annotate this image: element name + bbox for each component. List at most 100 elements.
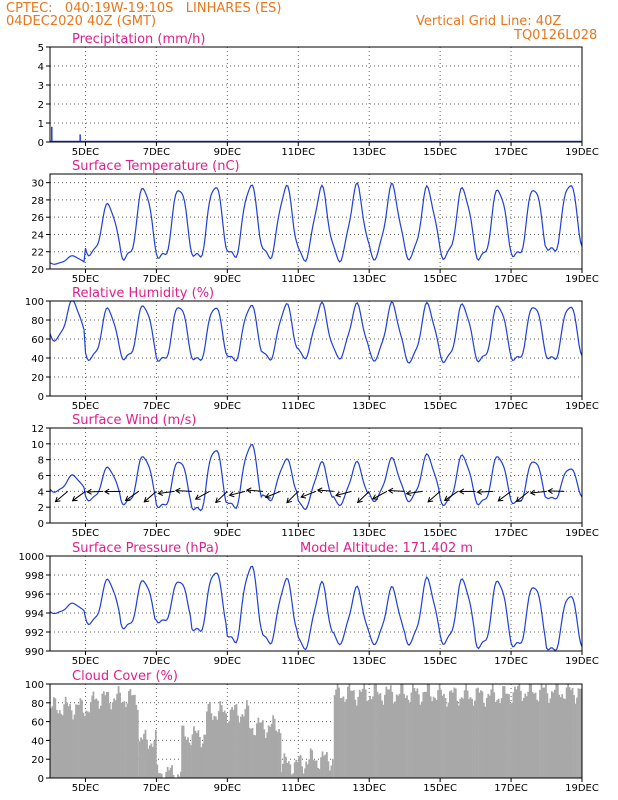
cloud-bar	[82, 712, 85, 778]
cloud-bar	[339, 698, 342, 778]
cloud-bar	[514, 686, 516, 778]
cloud-bar	[392, 703, 395, 778]
panel-frame	[49, 683, 583, 779]
y-tick-label: 8	[38, 456, 44, 467]
cloud-bar	[219, 701, 222, 778]
x-tick-label: 5DEC	[72, 147, 99, 158]
cloud-bar	[561, 694, 564, 778]
cloud-bar	[324, 754, 327, 778]
header-date: 04DEC2020 40Z (GMT)	[6, 14, 157, 29]
cloud-bar	[527, 691, 530, 778]
wind-arrow-head	[300, 492, 307, 499]
cloud-bar	[198, 737, 201, 778]
y-tick-label: 6	[38, 472, 44, 483]
cloud-bar	[540, 684, 543, 778]
x-tick-label: 19DEC	[565, 656, 599, 667]
cloud-bar	[156, 764, 159, 778]
cloud-bar	[159, 773, 162, 778]
cloud-bar	[237, 715, 239, 778]
y-tick-label: 22	[31, 248, 44, 259]
x-tick-label: 11DEC	[281, 783, 315, 794]
cloud-bar	[453, 687, 456, 778]
y-tick-label: 20	[31, 373, 44, 384]
cloud-bar	[484, 706, 487, 778]
cloud-bar	[177, 774, 179, 778]
panel-frame	[49, 555, 583, 652]
cloud-bar	[150, 743, 153, 778]
cloud-bar	[537, 701, 540, 778]
panel-cloud: 0 20 40 60 80 100 5DEC 7DEC 9DEC 11DEC 13DEC 15DEC 1…	[25, 669, 599, 794]
cloud-bar	[51, 706, 54, 778]
wind-arrow-head	[335, 491, 341, 498]
x-tick-label: 13DEC	[352, 783, 386, 794]
cloud-bar	[447, 702, 450, 778]
cloud-bar	[341, 697, 343, 778]
cloud-bar	[522, 697, 525, 778]
cloud-bar	[306, 764, 309, 778]
cloud-bar	[85, 710, 88, 778]
y-tick-label: 30	[31, 179, 44, 190]
wind-arrow-head	[547, 487, 553, 494]
panel-pres: 990 992 994 996 998 1000 5DEC 7DEC 9DEC 11DEC 13DE…	[19, 541, 599, 667]
panel-title: Relative Humidity (%)	[72, 286, 214, 301]
cloud-bar	[361, 688, 364, 778]
x-tick-label: 17DEC	[494, 274, 528, 285]
cloud-bar	[123, 701, 126, 778]
cloud-bar	[419, 704, 422, 778]
cloud-bar	[111, 702, 114, 778]
wind-arrow-head	[443, 495, 450, 501]
cloud-bar	[187, 737, 189, 778]
wind-arrow	[175, 490, 192, 492]
cloud-bar	[475, 688, 478, 778]
x-tick-label: 17DEC	[494, 783, 528, 794]
cloud-bar	[178, 776, 181, 778]
cloud-bar	[213, 715, 216, 778]
x-tick-label: 7DEC	[143, 783, 170, 794]
cloud-bar	[323, 755, 325, 778]
cloud-bar	[60, 713, 63, 778]
cloud-bar	[360, 691, 363, 778]
cloud-bar	[516, 686, 519, 778]
cloud-bar	[416, 688, 419, 778]
wind-arrow-head	[316, 487, 323, 494]
cloud-bar	[534, 692, 537, 778]
cloud-bar	[168, 770, 170, 778]
y-tick-label: 1	[38, 119, 44, 130]
y-tick-label: 1000	[19, 552, 44, 563]
cloud-bar	[434, 698, 436, 778]
cloud-bar	[67, 706, 70, 778]
wind-arrow-head	[157, 489, 164, 496]
wind-arrow	[143, 490, 157, 503]
cloud-bar	[220, 705, 223, 778]
cloud-bar	[351, 690, 354, 778]
cloud-bar	[404, 698, 407, 778]
cloud-bar	[157, 773, 160, 778]
cloud-bar	[79, 698, 82, 778]
cloud-bar	[542, 687, 544, 778]
x-tick-label: 13DEC	[352, 528, 386, 539]
cloud-bar	[283, 753, 286, 778]
cloud-bar	[217, 711, 220, 778]
cloud-bar	[172, 774, 175, 778]
cloud-bar	[576, 697, 578, 778]
x-tick-label: 5DEC	[72, 401, 99, 412]
y-tick-label: 80	[31, 699, 44, 710]
y-tick-label: 2	[38, 100, 44, 111]
panel-frame	[49, 173, 583, 270]
y-tick-label: 40	[31, 354, 44, 365]
cloud-bar	[138, 741, 141, 778]
cloud-bar	[423, 691, 426, 778]
wind-arrow	[246, 489, 263, 492]
y-tick-label: 80	[31, 316, 44, 327]
y-tick-label: 0	[38, 138, 44, 149]
wind-arrow-head	[215, 497, 221, 504]
cloud-bar	[502, 686, 504, 778]
wind-arrow	[215, 490, 228, 503]
cloud-bar	[284, 756, 287, 778]
cloud-bar	[511, 702, 513, 778]
cloud-bar	[302, 773, 305, 778]
x-tick-label: 7DEC	[143, 274, 170, 285]
cloud-bar	[559, 697, 562, 778]
cloud-bar	[149, 745, 151, 778]
cloud-bar	[441, 695, 444, 778]
